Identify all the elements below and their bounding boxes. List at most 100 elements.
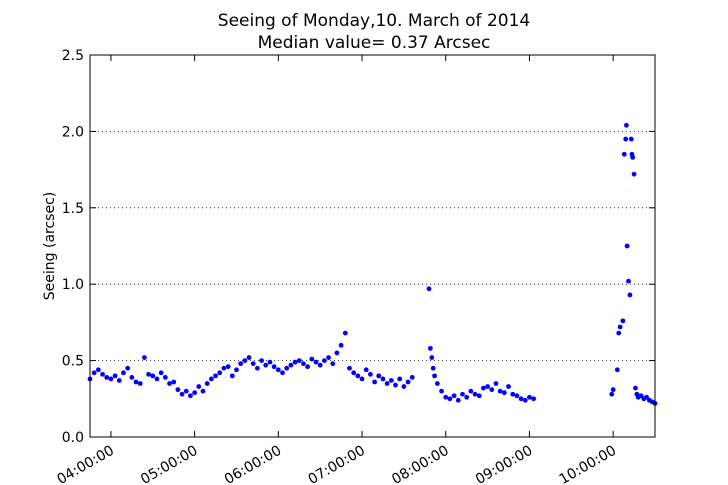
data-point-0-7 bbox=[116, 378, 122, 383]
data-point-0-11 bbox=[133, 379, 139, 385]
data-point-0-66 bbox=[363, 367, 369, 373]
data-point-0-38 bbox=[246, 355, 252, 360]
chart-subtitle: Median value= 0.37 Arcsec bbox=[258, 33, 491, 53]
x-tick-label-3: 07:00:00 bbox=[306, 443, 368, 485]
y-tick-label-3: 1.5 bbox=[62, 201, 84, 217]
data-point-0-23 bbox=[183, 388, 189, 394]
data-point-0-74 bbox=[397, 376, 403, 382]
data-point-0-48 bbox=[288, 362, 294, 368]
data-point-0-29 bbox=[208, 376, 214, 382]
x-tick-label-1: 05:00:00 bbox=[138, 443, 200, 485]
data-point-0-106 bbox=[531, 396, 537, 402]
data-point-0-68 bbox=[372, 379, 377, 385]
data-point-0-57 bbox=[326, 355, 331, 360]
data-point-0-32 bbox=[221, 365, 227, 371]
data-point-0-50 bbox=[296, 358, 302, 363]
data-point-0-69 bbox=[376, 373, 382, 379]
chart-title: Seeing of Monday,10. March of 2014 bbox=[218, 11, 530, 31]
data-point-0-56 bbox=[321, 358, 327, 363]
data-point-0-59 bbox=[334, 350, 340, 356]
data-point-0-101 bbox=[510, 391, 516, 397]
data-point-0-79 bbox=[427, 345, 433, 351]
data-point-0-15 bbox=[150, 373, 156, 379]
data-point-0-75 bbox=[401, 384, 407, 389]
data-point-0-91 bbox=[468, 388, 474, 394]
data-point-0-43 bbox=[267, 359, 273, 365]
data-point-0-45 bbox=[275, 367, 281, 373]
data-point-0-121 bbox=[630, 154, 636, 160]
data-point-0-80 bbox=[429, 355, 435, 360]
data-point-0-112 bbox=[620, 318, 626, 324]
data-point-0-35 bbox=[234, 367, 239, 373]
plot-frame bbox=[89, 54, 656, 438]
x-tick-label-5: 09:00:00 bbox=[473, 443, 535, 485]
data-point-0-93 bbox=[476, 393, 482, 399]
data-point-0-34 bbox=[229, 373, 235, 379]
data-point-0-28 bbox=[204, 381, 210, 386]
y-tick-label-4: 2.0 bbox=[62, 124, 84, 140]
data-point-0-6 bbox=[112, 373, 118, 379]
data-point-0-65 bbox=[359, 376, 365, 382]
y-tick-label-5: 2.5 bbox=[62, 48, 84, 64]
data-point-0-53 bbox=[309, 356, 315, 362]
data-point-0-85 bbox=[443, 394, 449, 400]
data-point-0-60 bbox=[338, 342, 344, 348]
data-point-0-44 bbox=[271, 364, 277, 370]
data-point-0-107 bbox=[609, 391, 615, 397]
data-point-0-61 bbox=[342, 330, 348, 336]
data-point-0-88 bbox=[455, 397, 461, 403]
data-point-0-49 bbox=[292, 359, 298, 365]
data-point-0-8 bbox=[121, 370, 126, 376]
data-point-0-3 bbox=[100, 371, 105, 377]
data-point-0-47 bbox=[284, 365, 290, 371]
data-point-0-2 bbox=[95, 367, 101, 373]
x-tick-label-0: 04:00:00 bbox=[54, 443, 116, 485]
data-point-0-83 bbox=[434, 381, 440, 386]
data-point-0-20 bbox=[171, 379, 177, 385]
data-point-0-73 bbox=[393, 382, 398, 388]
data-point-0-126 bbox=[638, 393, 644, 399]
data-point-0-97 bbox=[493, 381, 499, 386]
y-axis-label: Seeing (arcsec) bbox=[42, 192, 58, 300]
data-point-0-81 bbox=[430, 365, 436, 371]
data-point-0-102 bbox=[514, 393, 520, 399]
data-point-0-95 bbox=[485, 384, 490, 389]
data-point-0-52 bbox=[305, 364, 311, 370]
data-point-0-98 bbox=[497, 388, 503, 394]
y-tick-label-0: 0.0 bbox=[62, 430, 84, 446]
x-axis-ticks: 04:00:00 05:00:00 06:00:00 07:00:00 08:00:00… bbox=[54, 55, 619, 485]
data-point-0-113 bbox=[621, 151, 627, 157]
data-point-0-25 bbox=[192, 390, 198, 396]
data-point-0-33 bbox=[225, 364, 231, 370]
data-point-0-119 bbox=[628, 136, 634, 142]
data-point-0-76 bbox=[405, 379, 411, 385]
data-point-0-14 bbox=[146, 371, 151, 377]
data-point-0-41 bbox=[259, 358, 264, 363]
data-point-0-100 bbox=[506, 384, 511, 389]
data-point-0-89 bbox=[460, 391, 465, 397]
data-point-0-71 bbox=[384, 381, 390, 386]
data-point-0-104 bbox=[522, 397, 528, 403]
y-tick-label-1: 0.5 bbox=[62, 354, 84, 370]
data-point-0-10 bbox=[129, 375, 135, 380]
data-point-0-92 bbox=[472, 391, 478, 397]
data-point-0-110 bbox=[616, 330, 622, 336]
y-tick-label-2: 1.0 bbox=[62, 277, 84, 293]
data-point-0-55 bbox=[317, 362, 323, 368]
x-tick-label-6: 10:00:00 bbox=[557, 443, 619, 485]
data-point-0-46 bbox=[280, 370, 285, 376]
grid-lines bbox=[90, 130, 655, 362]
data-point-0-54 bbox=[313, 359, 319, 365]
data-point-0-96 bbox=[489, 387, 495, 393]
data-point-0-82 bbox=[432, 373, 437, 379]
data-point-0-18 bbox=[162, 375, 168, 380]
data-point-0-72 bbox=[388, 378, 394, 383]
data-point-0-62 bbox=[347, 365, 352, 371]
data-point-0-108 bbox=[610, 387, 616, 393]
data-point-0-86 bbox=[447, 396, 453, 402]
data-points bbox=[87, 122, 658, 406]
data-point-0-115 bbox=[624, 122, 629, 128]
data-point-0-9 bbox=[125, 365, 131, 371]
data-point-0-27 bbox=[200, 388, 206, 394]
